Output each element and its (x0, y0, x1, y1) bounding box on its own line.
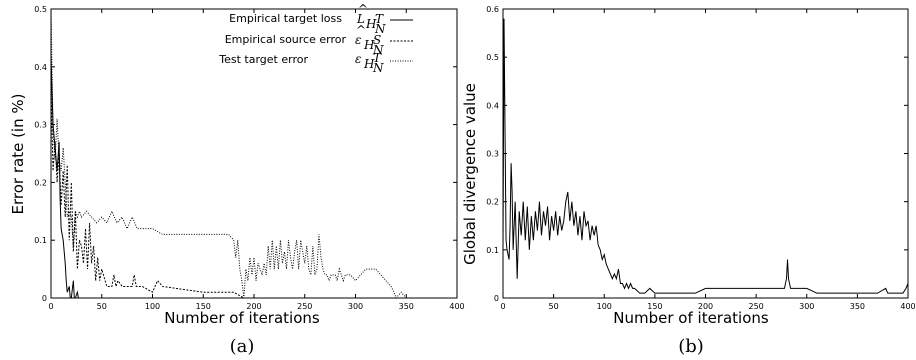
chart-b-xlabel: Number of iterations (613, 309, 769, 327)
legend-item-2-symbol: ε H T N (355, 51, 384, 75)
svg-text:S: S (373, 33, 381, 47)
chart-a-ytick-label-2: 0.2 (34, 178, 47, 187)
chart-b-xtick-label-2: 100 (597, 302, 612, 311)
chart-a-xtick-label-5: 250 (297, 302, 312, 311)
chart-b-ytick-label-3: 0.3 (486, 150, 499, 159)
chart-b-xtick-label-0: 0 (500, 302, 505, 311)
chart-a-xtick-label-1: 50 (97, 302, 107, 311)
svg-text:^: ^ (356, 23, 366, 37)
svg-text:T: T (373, 51, 382, 65)
chart-b-xtick-label-7: 350 (850, 302, 865, 311)
chart-a-ytick-label-1: 0.1 (34, 236, 47, 245)
svg-text:^: ^ (358, 2, 368, 16)
legend-item-2-label: Test target error (218, 53, 308, 66)
chart-b-xtick-label-5: 250 (748, 302, 763, 311)
caption-b: (b) (678, 336, 704, 357)
chart-b-ytick-label-5: 0.5 (486, 53, 499, 62)
chart-a-xtick-label-8: 400 (449, 302, 464, 311)
chart-a-ytick-label-5: 0.5 (34, 5, 47, 14)
chart-a-ytick-label-4: 0.4 (34, 63, 47, 72)
chart-b-frame (502, 8, 909, 299)
chart-a-xtick-label-6: 300 (348, 302, 363, 311)
chart-a-xlabel: Number of iterations (164, 309, 320, 327)
svg-text:N: N (372, 43, 384, 57)
chart-a-ytick-label-3: 0.3 (34, 121, 47, 130)
chart-a-series-0-line (50, 55, 457, 299)
chart-b-ytick-label-0: 0 (494, 294, 499, 303)
chart-a-legend: Empirical target loss L ^ H T N Empirica… (218, 2, 413, 75)
chart-b-ytick-label-4: 0.4 (486, 101, 499, 110)
chart-a-xtick-label-2: 100 (145, 302, 160, 311)
legend-item-0-label: Empirical target loss (229, 12, 342, 25)
chart-a-xtick-label-4: 200 (246, 302, 261, 311)
svg-text:T: T (375, 12, 384, 26)
svg-text:H: H (363, 57, 375, 71)
chart-b-xtick-label-3: 150 (647, 302, 662, 311)
chart-a-xtick-label-0: 0 (48, 302, 53, 311)
svg-text:N: N (372, 61, 384, 75)
chart-b-ytick-label-2: 0.2 (486, 198, 499, 207)
chart-b-xtick-label-1: 50 (549, 302, 559, 311)
chart-a: 0 50 100 150 200 250 300 350 400 0 0.1 0.2 0.3 0.4 0.5… (9, 2, 465, 327)
chart-a-ytick-label-0: 0 (42, 294, 47, 303)
chart-b-xtick-label-8: 400 (900, 302, 915, 311)
svg-text:ε: ε (355, 33, 361, 47)
svg-text:H: H (363, 38, 375, 52)
chart-b: 0 50 100 150 200 250 300 350 400 0 0.1 0.2 0.3 0.4 0.5… (461, 5, 916, 327)
svg-text:H: H (365, 17, 377, 31)
chart-b-xtick-label-4: 200 (698, 302, 713, 311)
chart-b-series-0-line (502, 18, 909, 294)
legend-item-0-symbol: L ^ H T N (356, 2, 386, 36)
chart-a-ylabel: Error rate (in %) (9, 94, 27, 215)
chart-a-xtick-label-3: 150 (196, 302, 211, 311)
chart-b-xtick-label-6: 300 (799, 302, 814, 311)
svg-text:ε: ε (355, 52, 361, 66)
legend-item-1-label: Empirical source error (225, 33, 347, 46)
chart-b-ytick-label-6: 0.6 (486, 5, 499, 14)
legend-item-1-symbol: ε ^ H S N (355, 23, 384, 57)
caption-a: (a) (230, 336, 255, 357)
chart-b-ytick-label-1: 0.1 (486, 246, 499, 255)
svg-text:N: N (374, 22, 386, 36)
chart-a-xtick-label-7: 350 (399, 302, 414, 311)
chart-b-ylabel: Global divergence value (461, 83, 479, 265)
chart-a-series-1-line (50, 84, 457, 299)
svg-text:L: L (356, 12, 365, 26)
